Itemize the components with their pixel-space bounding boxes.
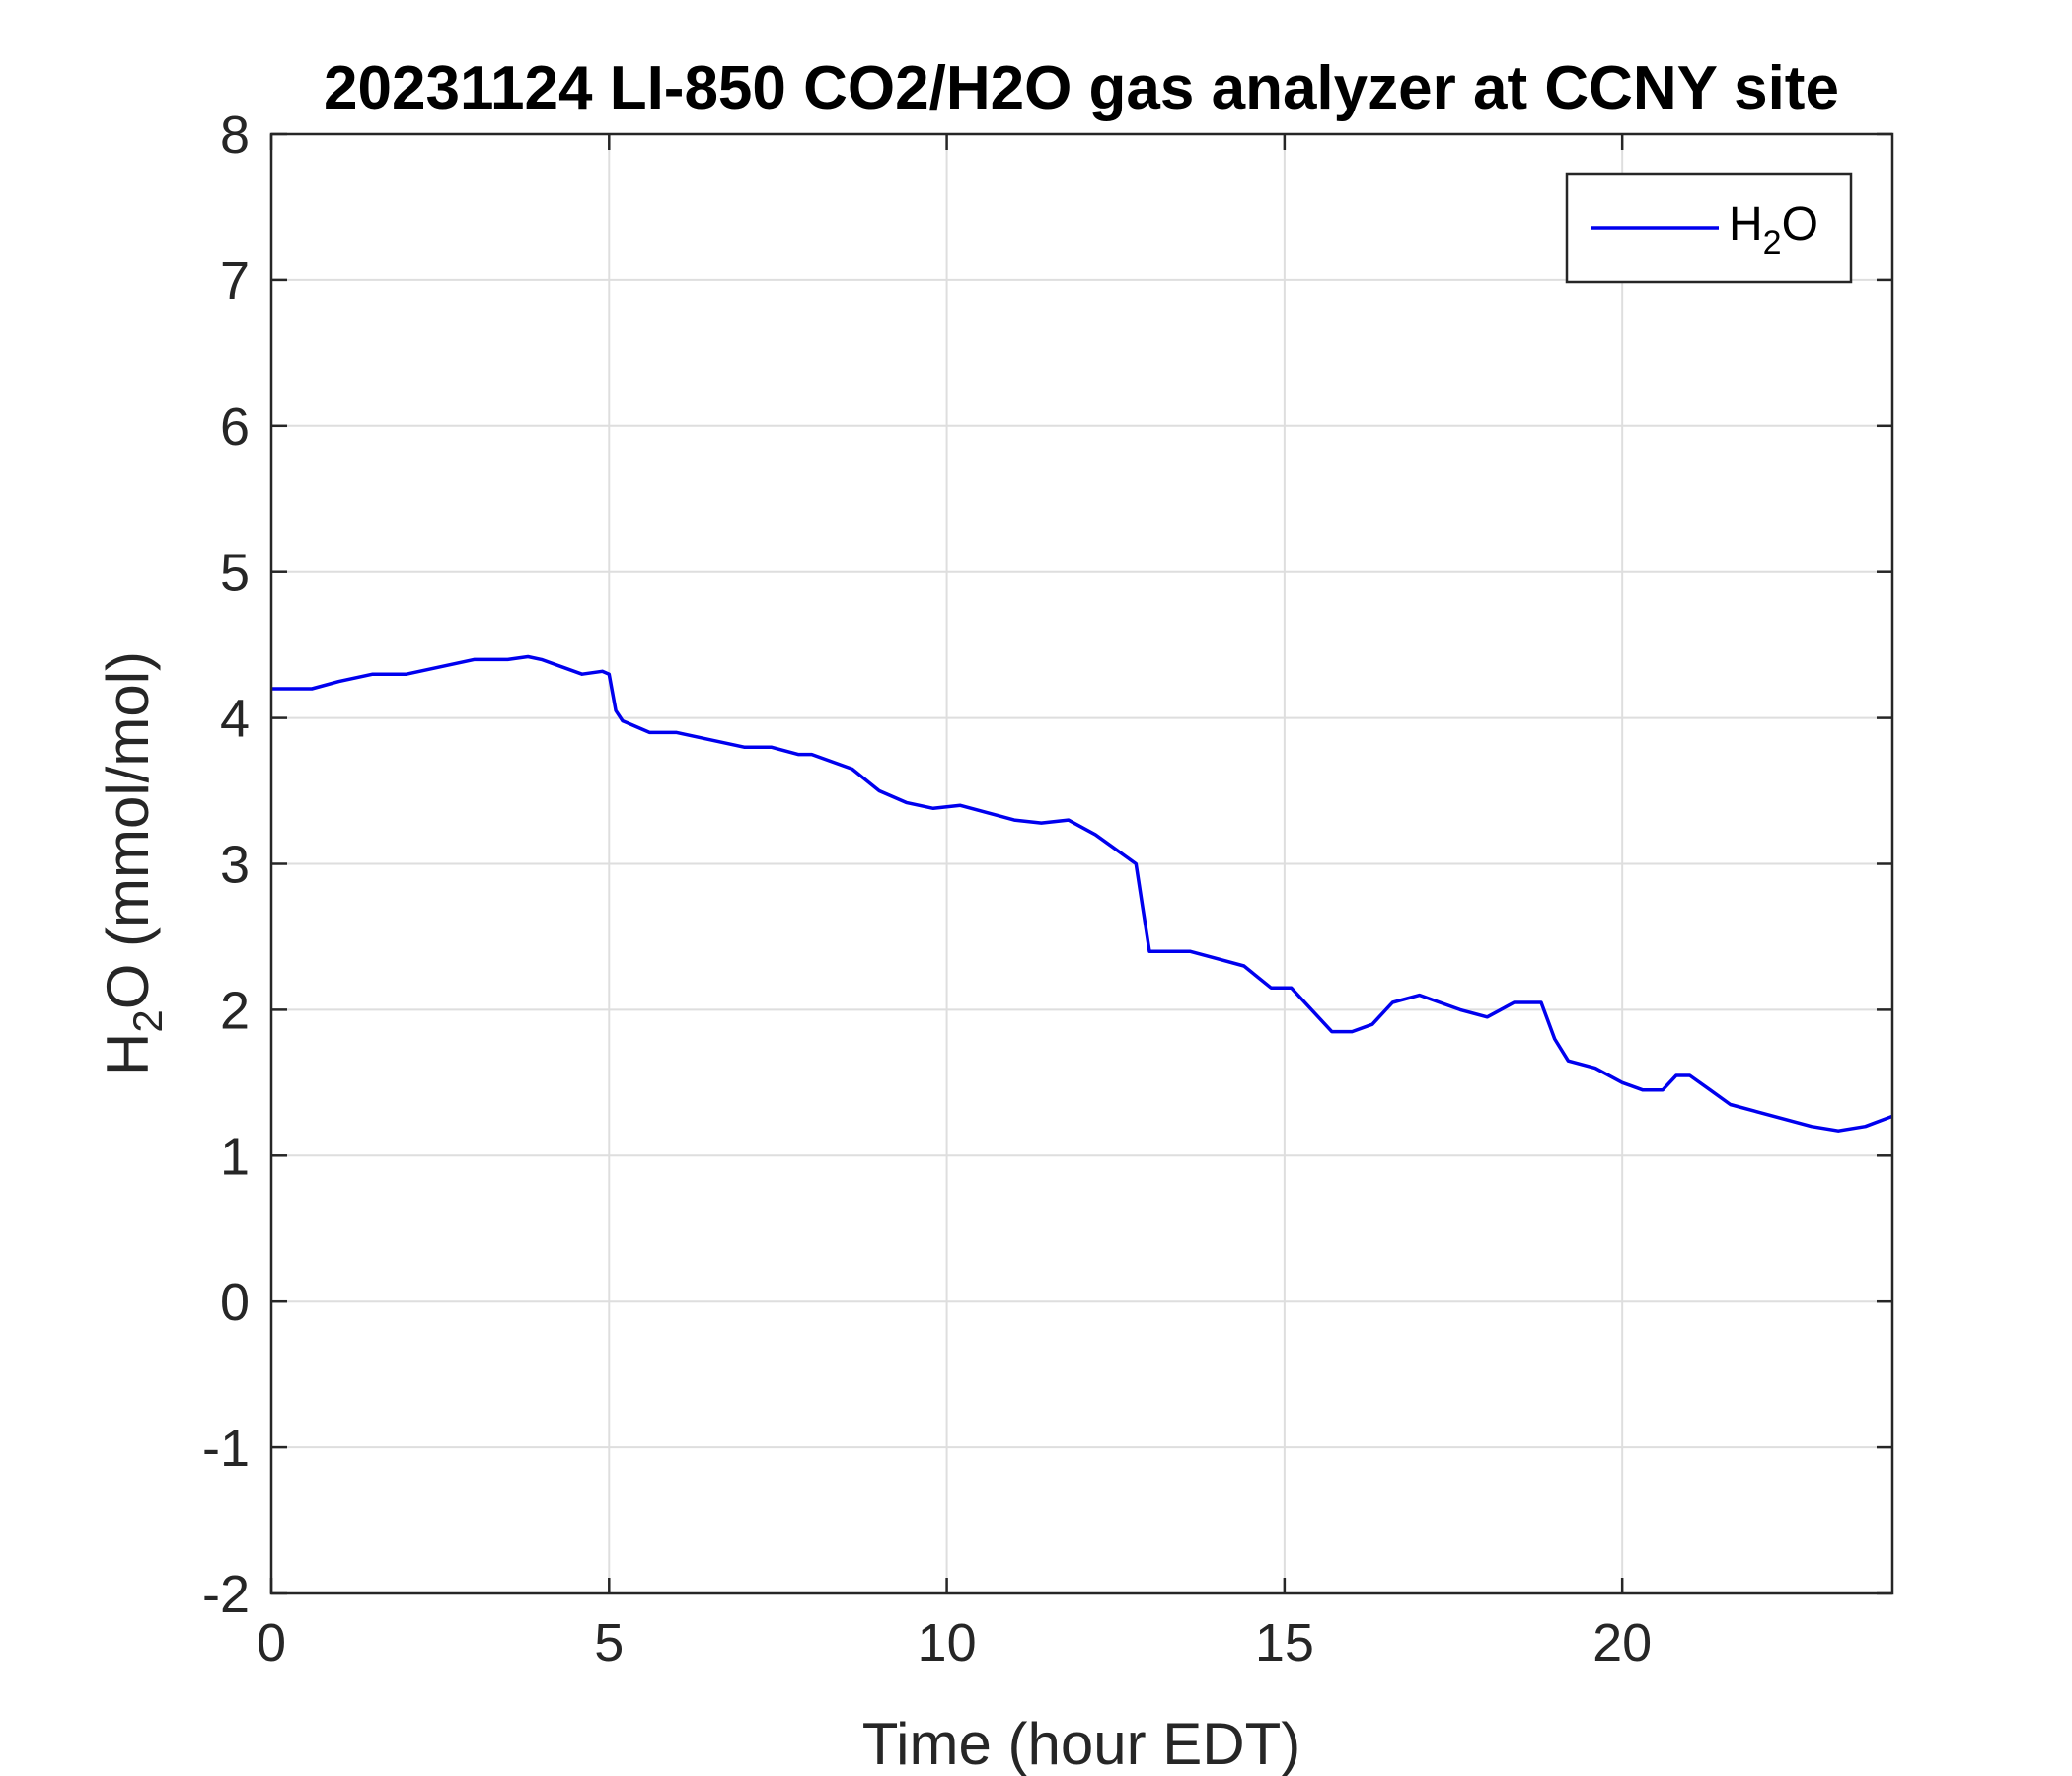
y-tick-label: 5 [220,544,250,603]
y-axis-label: H2O (mmol/mol) [95,651,171,1075]
y-tick-label: -1 [202,1419,250,1478]
y-axis-label-subscript: 2 [124,1009,171,1032]
series-layer [271,654,1893,1133]
grid [271,134,1892,1593]
y-tick-label: -2 [202,1565,250,1624]
x-tick-label: 15 [1255,1613,1314,1672]
y-tick-label: 8 [220,106,250,165]
y-tick-label: 4 [220,690,250,749]
y-axis-label-rest: O (mmol/mol) [95,651,161,1009]
x-tick-label: 10 [918,1613,977,1672]
legend: H2O [1565,172,1853,284]
legend-entry-rest: O [1782,198,1818,251]
y-tick-label: 7 [220,252,250,311]
y-tick-label: 2 [220,981,250,1040]
y-tick-label: 1 [220,1127,250,1186]
x-tick-label: 5 [594,1613,624,1672]
legend-entry-subscript: 2 [1763,224,1782,261]
legend-entry-base: H [1729,198,1763,251]
legend-entry-label: H2O [1729,198,1818,261]
ticks [269,132,1892,1595]
x-tick-label: 0 [257,1613,286,1672]
tick-labels: 0 5 10 15 20 -2 -1 0 1 2 3 4 5 6 7 8 [202,106,1652,1672]
chart-title: 20231124 LI-850 CO2/H2O gas analyzer at … [324,54,1839,122]
series-line-h2o [271,654,1893,1133]
y-tick-label: 6 [220,398,250,457]
y-axis-label-base: H [95,1033,161,1075]
y-tick-label: 3 [220,836,250,895]
x-tick-label: 20 [1592,1613,1652,1672]
y-tick-label: 0 [220,1273,250,1332]
x-axis-label: Time (hour EDT) [862,1711,1301,1776]
